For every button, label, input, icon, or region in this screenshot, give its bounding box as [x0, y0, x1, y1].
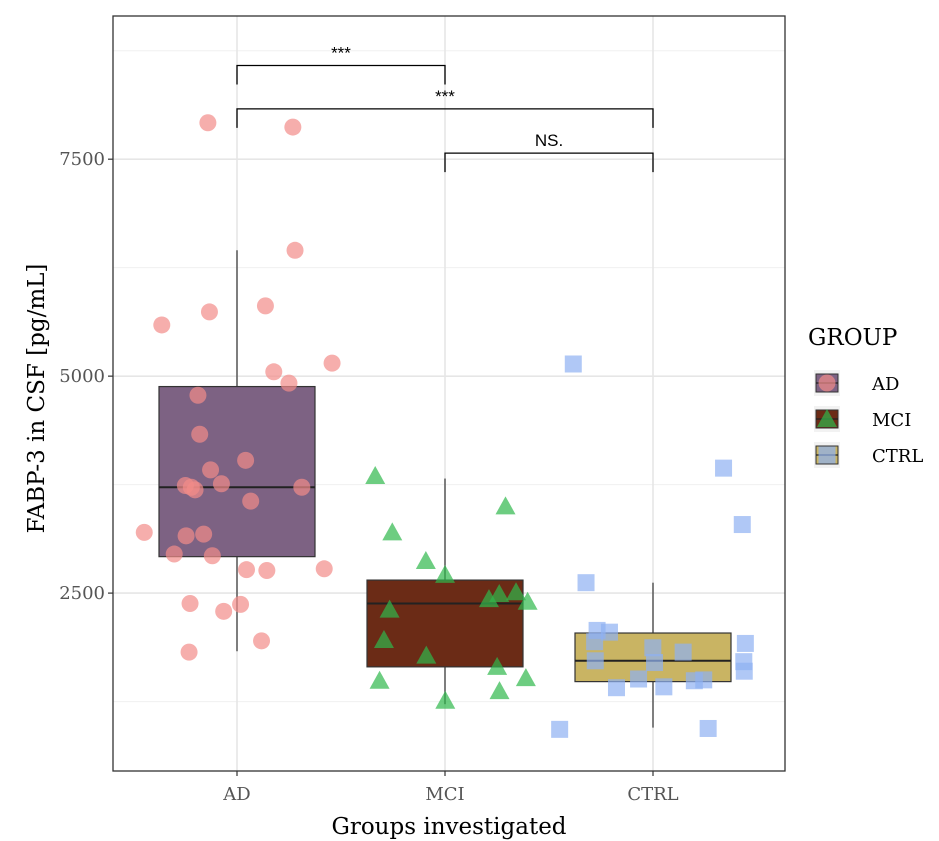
x-tick-label: AD	[222, 784, 250, 805]
data-point-mci	[373, 629, 394, 648]
legend: GROUP AD MCI CTRL	[808, 325, 923, 468]
data-point-ctrl	[644, 639, 662, 657]
data-point-ctrl	[736, 634, 754, 652]
data-point-ctrl	[600, 623, 618, 641]
data-point-ctrl	[586, 633, 604, 651]
data-point-mci	[495, 496, 516, 515]
data-point-ad	[202, 461, 220, 479]
data-point-ad	[212, 475, 230, 493]
data-point-ad	[253, 632, 271, 650]
data-point-mci	[435, 690, 456, 709]
data-point-ctrl	[685, 672, 703, 690]
data-point-mci	[379, 599, 400, 618]
x-axis-title: Groups investigated	[331, 814, 566, 840]
data-point-ad	[200, 303, 218, 321]
data-point-mci	[416, 645, 437, 664]
data-point-mci	[517, 591, 538, 610]
data-point-mci	[382, 522, 403, 541]
x-tick-label: CTRL	[627, 784, 678, 805]
data-point-ad	[280, 374, 298, 392]
data-point-ctrl	[674, 643, 692, 661]
data-point-ctrl	[735, 662, 753, 680]
data-point-ad	[215, 602, 233, 620]
significance-bracket	[236, 108, 654, 128]
data-point-mci	[506, 582, 527, 601]
data-point-ad	[237, 451, 255, 469]
significance-label: NS.	[535, 131, 563, 150]
legend-label-ad: AD	[871, 374, 899, 395]
data-point-ctrl	[577, 574, 595, 592]
legend-key-marker	[818, 446, 836, 464]
significance-label: ***	[331, 43, 351, 62]
legend-label-ctrl: CTRL	[872, 446, 923, 467]
data-point-mci	[515, 668, 536, 687]
significance-brackets: *** *** NS.	[236, 43, 654, 173]
data-point-ad	[153, 316, 171, 334]
data-point-mci	[369, 670, 390, 689]
x-axis: AD MCI CTRL	[222, 771, 679, 805]
significance-bracket	[444, 152, 654, 173]
data-point-ad	[180, 643, 198, 661]
data-point-ad	[191, 425, 209, 443]
data-point-ctrl	[733, 516, 751, 534]
data-point-ctrl	[586, 652, 604, 670]
data-point-ad	[189, 386, 207, 404]
data-point-ad	[195, 525, 213, 543]
data-point-ctrl	[564, 355, 582, 373]
data-points	[135, 114, 754, 738]
significance-bracket	[236, 64, 446, 85]
data-point-ctrl	[699, 719, 717, 737]
data-point-ctrl	[646, 654, 664, 672]
data-point-ad	[181, 595, 199, 613]
data-point-mci	[415, 550, 436, 569]
data-point-ad	[265, 363, 283, 381]
legend-title: GROUP	[808, 325, 897, 351]
y-axis-title: FABP-3 in CSF [pg/mL]	[24, 264, 50, 534]
data-point-ctrl	[607, 679, 625, 697]
y-tick-label: 5000	[59, 366, 105, 387]
data-point-ad	[177, 527, 195, 545]
data-point-mci	[478, 589, 499, 608]
data-point-ad	[165, 545, 183, 563]
data-point-ad	[135, 523, 153, 541]
legend-key-marker	[817, 409, 837, 427]
y-tick-label: 2500	[59, 583, 105, 604]
significance-label: ***	[435, 87, 455, 106]
x-tick-label: MCI	[425, 784, 464, 805]
data-point-ad	[256, 297, 274, 315]
data-point-ad	[203, 547, 221, 565]
data-point-ad	[232, 595, 250, 613]
data-point-ad	[258, 562, 276, 580]
data-point-ad	[315, 560, 333, 578]
data-point-mci	[365, 465, 386, 484]
data-point-mci	[487, 656, 508, 675]
legend-key-marker	[818, 374, 836, 392]
data-point-mci	[489, 681, 510, 700]
data-point-ad	[237, 561, 255, 579]
data-point-ad	[293, 478, 311, 496]
data-point-ctrl	[655, 678, 673, 696]
data-point-ctrl	[551, 720, 569, 738]
data-point-mci	[435, 564, 456, 583]
data-point-ad	[242, 492, 260, 510]
data-point-ctrl	[630, 670, 648, 688]
plot-border	[112, 15, 786, 772]
legend-label-mci: MCI	[872, 410, 911, 431]
data-point-ad	[286, 241, 304, 259]
data-point-mci	[489, 583, 510, 602]
data-point-ctrl	[715, 459, 733, 477]
data-point-ad	[323, 354, 341, 372]
y-tick-label: 7500	[59, 149, 105, 170]
data-point-ad	[284, 118, 302, 136]
data-point-ad	[186, 481, 204, 499]
data-point-ad	[199, 114, 217, 132]
y-axis: 2500 5000 7500	[59, 149, 113, 604]
